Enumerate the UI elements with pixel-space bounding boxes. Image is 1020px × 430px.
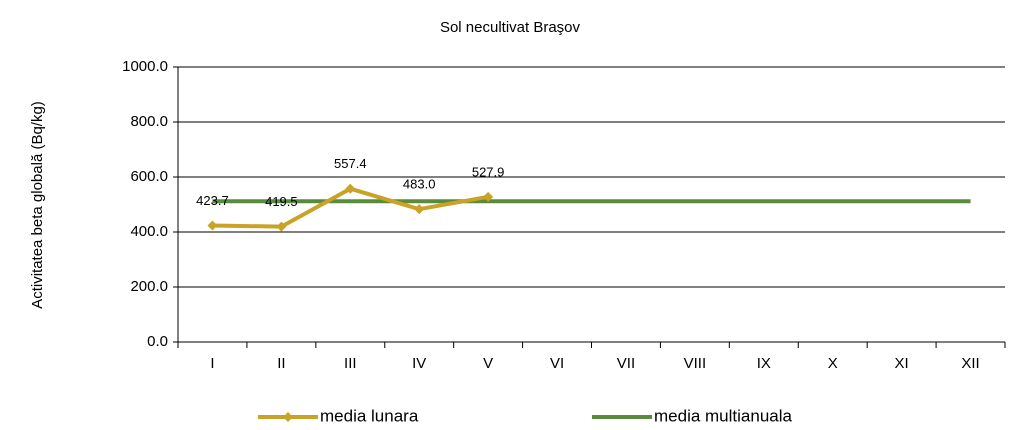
data-label: 557.4 <box>334 156 367 171</box>
marker <box>414 204 425 215</box>
y-tick-label: 800.0 <box>130 113 168 130</box>
chart-title: Sol necultivat Braşov <box>440 19 581 36</box>
marker <box>483 191 494 202</box>
x-tick-label: XI <box>895 355 909 372</box>
legend-label: media lunara <box>320 406 419 425</box>
data-label: 483.0 <box>403 177 436 192</box>
y-tick-label: 600.0 <box>130 168 168 185</box>
x-tick-label: V <box>483 355 493 372</box>
x-tick-label: X <box>828 355 838 372</box>
x-tick-label: VI <box>550 355 564 372</box>
marker <box>345 183 356 194</box>
y-tick-label: 200.0 <box>130 278 168 295</box>
x-tick-label: II <box>277 355 285 372</box>
y-axis-label: Activitatea beta globală (Bq/kg) <box>29 101 46 309</box>
data-label: 419.5 <box>265 194 298 209</box>
y-tick-label: 0.0 <box>147 333 168 350</box>
legend-marker <box>283 412 293 422</box>
y-tick-label: 1000.0 <box>122 58 168 75</box>
x-tick-label: VII <box>617 355 635 372</box>
marker <box>207 220 218 231</box>
legend-label: media multianuala <box>654 406 793 425</box>
x-tick-label: I <box>210 355 214 372</box>
x-tick-label: IV <box>412 355 426 372</box>
x-tick-label: VIII <box>684 355 707 372</box>
x-tick-label: III <box>344 355 357 372</box>
marker <box>276 221 287 232</box>
data-label: 423.7 <box>196 193 229 208</box>
y-tick-label: 400.0 <box>130 223 168 240</box>
x-tick-label: IX <box>757 355 771 372</box>
data-label: 527.9 <box>472 164 505 179</box>
x-tick-label: XII <box>961 355 979 372</box>
